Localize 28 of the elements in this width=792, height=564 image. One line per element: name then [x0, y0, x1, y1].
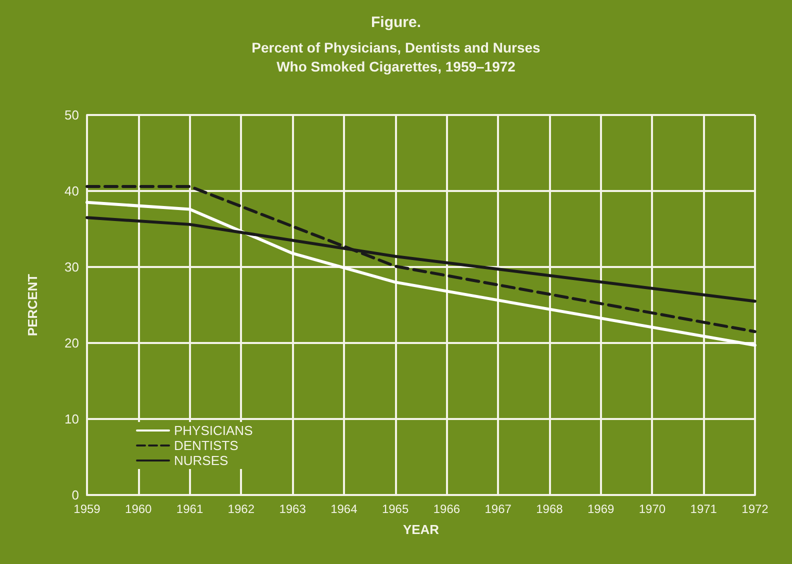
x-tick-label: 1965 [382, 502, 409, 516]
x-tick-label: 1971 [690, 502, 718, 516]
legend-label: PHYSICIANS [174, 423, 254, 438]
x-tick-label: 1959 [74, 502, 101, 516]
x-tick-label: 1961 [176, 502, 204, 516]
x-tick-label: 1964 [330, 502, 358, 516]
x-tick-label: 1963 [279, 502, 306, 516]
chart-subtitle: Percent of Physicians, Dentists and Nurses Who Smoked Cigarettes, 1959–1972 [252, 40, 541, 74]
y-tick-label: 40 [64, 184, 79, 198]
x-tick-label: 1960 [125, 502, 152, 516]
line-series [86, 200, 756, 347]
x-tick-label: 1969 [587, 502, 615, 516]
x-tick-label: 1962 [228, 502, 255, 516]
x-tick-label: 1972 [742, 502, 769, 516]
legend-label: NURSES [174, 453, 229, 468]
legend-label: DENTISTS [174, 438, 239, 453]
x-tick-label: 1970 [638, 502, 666, 516]
chart-title: Figure. [370, 14, 422, 31]
x-axis-title: YEAR [402, 522, 440, 537]
y-tick-label: 10 [64, 412, 79, 426]
x-tick-label: 1966 [433, 502, 460, 516]
y-tick-label: 0 [72, 488, 79, 502]
y-tick-label: 30 [64, 260, 79, 274]
x-tick-label: 1967 [484, 502, 512, 516]
x-tick-label: 1968 [536, 502, 564, 516]
y-axis-title: PERCENT [25, 274, 40, 336]
y-tick-label: 50 [64, 108, 79, 122]
y-tick-label: 20 [64, 336, 79, 350]
